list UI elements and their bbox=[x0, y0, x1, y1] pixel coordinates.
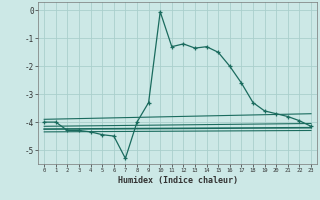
X-axis label: Humidex (Indice chaleur): Humidex (Indice chaleur) bbox=[118, 176, 238, 185]
